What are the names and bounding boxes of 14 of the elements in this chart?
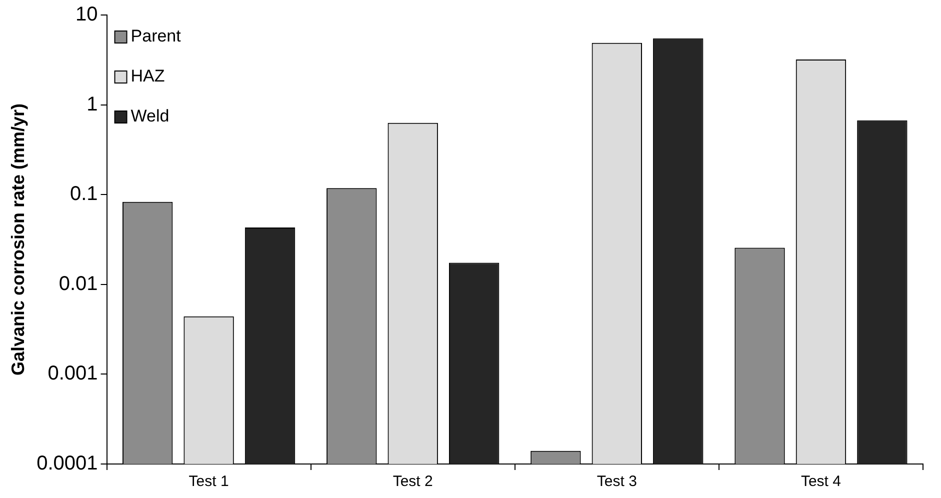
legend-label: HAZ — [130, 66, 165, 86]
legend-label: Weld — [130, 106, 170, 126]
y-tick-label: 1 — [86, 93, 98, 116]
y-tick-label: 0.1 — [70, 183, 98, 206]
x-tick-label: Test 2 — [392, 473, 433, 490]
y-tick-label: 0.001 — [48, 362, 98, 385]
x-tick-label: Test 1 — [188, 473, 229, 490]
x-tick-label: Test 4 — [800, 473, 841, 490]
y-tick-label: 0.0001 — [36, 452, 98, 475]
legend-label: Parent — [130, 26, 182, 46]
y-axis-title: Galvanic corrosion rate (mm/yr) — [8, 103, 28, 376]
x-tick-label: Test 3 — [596, 473, 637, 490]
y-tick-label: 0.01 — [58, 272, 98, 295]
y-tick-label: 10 — [76, 4, 98, 26]
